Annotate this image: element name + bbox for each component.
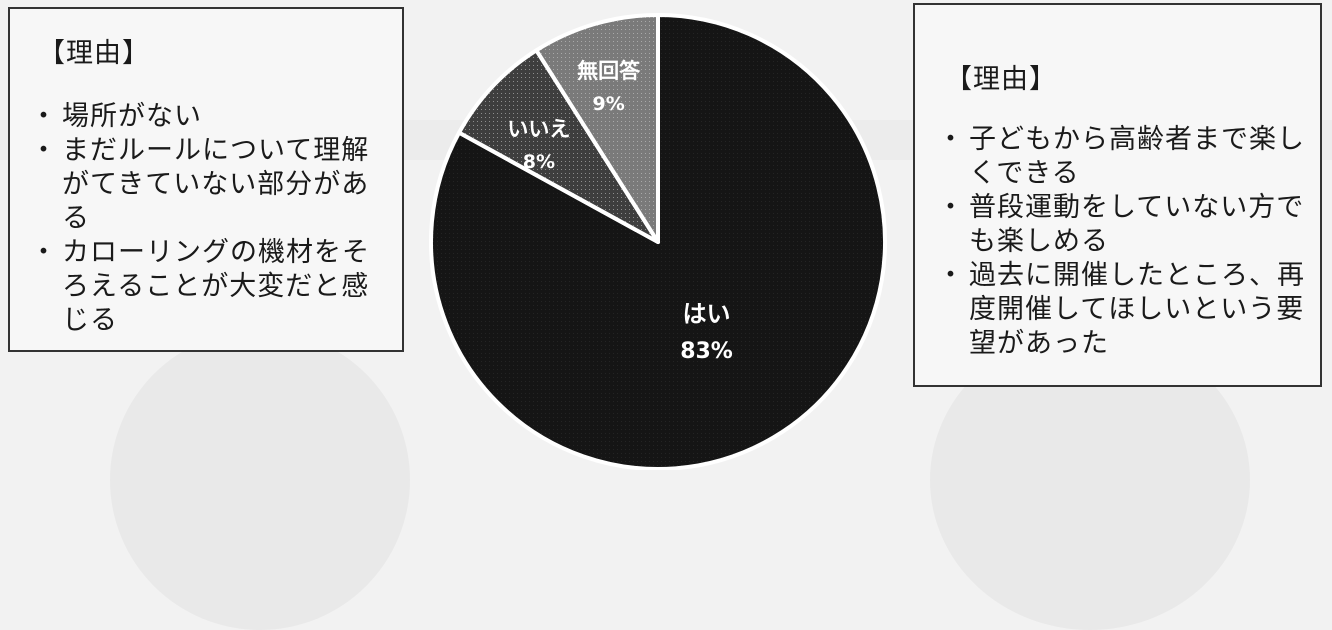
slice-label: いいえ	[507, 117, 570, 141]
callout-title: 【理由】	[945, 64, 1057, 95]
reason-list: 場所がないまだルールについて理解がてきていない部分があるカローリングの機材をそろ…	[30, 100, 386, 338]
reason-line: がてきていない部分があ	[62, 169, 370, 200]
reason-line: くできる	[969, 158, 1080, 189]
reason-line: 場所がない	[62, 101, 202, 132]
slice-percent-label: 8%	[523, 151, 555, 173]
slice-label: はい	[683, 300, 731, 328]
reason-line: 普段運動をしていない方で	[969, 192, 1305, 223]
callout-title: 【理由】	[38, 38, 150, 69]
slice-percent-label: 83%	[680, 339, 733, 364]
reason-item: 場所がない	[30, 100, 386, 134]
reason-line: 望があった	[969, 328, 1109, 359]
reason-line: 子どもから高齢者まで楽し	[969, 124, 1305, 155]
reason-line: る	[62, 203, 90, 234]
reason-line: 過去に開催したところ、再	[969, 260, 1305, 291]
slice-label: 無回答	[577, 59, 641, 83]
reason-line: まだルールについて理解	[62, 135, 370, 166]
slice-percent-label: 9%	[592, 93, 624, 115]
pie-slice	[457, 48, 660, 244]
pie-slice	[534, 13, 660, 244]
reason-line: 度開催してほしいという要	[969, 294, 1305, 325]
reason-callout-right: 【理由】 子どもから高齢者まで楽しくできる普段運動をしていない方でも楽しめる過去…	[913, 3, 1322, 387]
reason-line: カローリングの機材をそ	[62, 237, 370, 268]
reason-list: 子どもから高齢者まで楽しくできる普段運動をしていない方でも楽しめる過去に開催した…	[937, 123, 1308, 361]
reason-callout-left: 【理由】 場所がないまだルールについて理解がてきていない部分があるカローリングの…	[8, 7, 404, 352]
pie-chart: はい 83% いいえ 8% 無回答 9%	[429, 13, 887, 470]
reason-line: も楽しめる	[969, 226, 1109, 257]
reason-line: ろえることが大変だと感	[62, 271, 370, 302]
reason-line: じる	[62, 305, 118, 336]
